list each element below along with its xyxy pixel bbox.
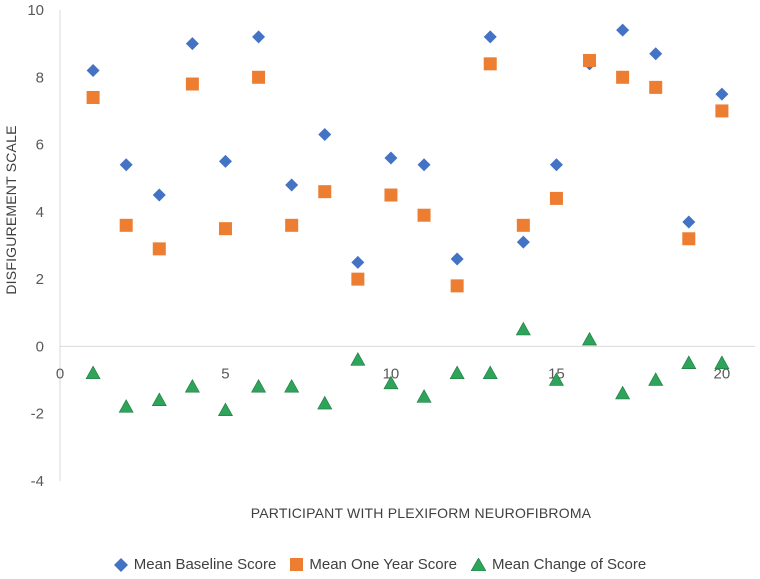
change-score-point: [449, 365, 465, 380]
change-score-point: [648, 372, 664, 386]
chart-legend: Mean Baseline Score Mean One Year Score …: [0, 556, 760, 573]
y-axis-title: DISFIGUREMENT SCALE: [3, 125, 19, 294]
one-year-score-point: [384, 188, 398, 202]
baseline-score-point: [86, 64, 100, 78]
legend-label-one-year: Mean One Year Score: [309, 556, 457, 573]
diamond-marker-icon: [113, 557, 128, 572]
change-score-point: [416, 389, 432, 403]
one-year-score-point: [549, 191, 563, 205]
y-tick-label: 10: [27, 2, 44, 19]
legend-item-baseline: Mean Baseline Score: [113, 556, 277, 573]
baseline-score-point: [682, 215, 696, 229]
y-tick-label: 4: [36, 204, 44, 221]
one-year-score-point: [516, 218, 530, 232]
baseline-score-point: [318, 127, 332, 141]
baseline-score-point: [384, 151, 398, 165]
x-tick-label: 10: [383, 365, 400, 382]
change-score-point: [118, 399, 134, 413]
change-score-point: [383, 375, 399, 390]
baseline-score-point: [450, 252, 464, 266]
one-year-score-point: [318, 185, 332, 199]
y-tick-label: 6: [36, 137, 44, 154]
y-tick-label: -2: [31, 406, 44, 423]
legend-label-baseline: Mean Baseline Score: [133, 556, 277, 573]
one-year-score-point: [417, 208, 431, 222]
baseline-score-point: [483, 30, 497, 44]
y-tick-label: 0: [36, 338, 44, 355]
change-score-point: [681, 355, 697, 369]
x-tick-label: 0: [56, 365, 64, 382]
one-year-score-point: [218, 222, 232, 236]
legend-item-one-year: Mean One Year Score: [290, 556, 457, 573]
change-score-point: [251, 378, 267, 393]
change-score-point: [317, 395, 333, 410]
one-year-score-point: [682, 232, 696, 246]
baseline-score-point: [185, 37, 199, 51]
one-year-score-point: [252, 70, 266, 84]
legend-item-change: Mean Change of Score: [470, 556, 647, 573]
one-year-score-point: [351, 272, 365, 286]
one-year-score-point: [152, 242, 166, 256]
change-score-point: [151, 392, 167, 406]
one-year-score-point: [649, 80, 663, 94]
change-score-point: [350, 352, 366, 366]
one-year-score-point: [450, 279, 464, 293]
baseline-score-point: [119, 158, 133, 172]
baseline-score-point: [351, 255, 365, 269]
one-year-score-point: [483, 57, 497, 71]
change-score-point: [184, 378, 200, 393]
square-marker-icon: [290, 558, 304, 571]
baseline-score-point: [152, 188, 166, 202]
triangle-marker-icon: [470, 558, 486, 571]
change-score-point: [582, 331, 598, 346]
baseline-score-point: [516, 235, 530, 249]
baseline-score-point: [649, 47, 663, 61]
one-year-score-point: [185, 77, 199, 91]
one-year-score-point: [86, 90, 100, 104]
x-tick-label: 20: [714, 365, 731, 382]
baseline-score-point: [218, 154, 232, 168]
y-tick-label: -4: [31, 473, 44, 490]
change-score-point: [217, 402, 233, 417]
change-score-point: [615, 385, 631, 400]
change-score-point: [548, 372, 564, 386]
baseline-score-point: [285, 178, 299, 192]
baseline-score-point: [549, 158, 563, 172]
legend-label-change: Mean Change of Score: [491, 556, 647, 573]
change-score-point: [284, 378, 300, 393]
change-score-point: [515, 321, 531, 336]
x-axis-title: PARTICIPANT WITH PLEXIFORM NEUROFIBROMA: [251, 505, 592, 521]
baseline-score-point: [715, 87, 729, 101]
baseline-score-point: [252, 30, 266, 44]
baseline-score-point: [616, 23, 630, 37]
y-tick-label: 2: [36, 271, 44, 288]
one-year-score-point: [616, 70, 630, 84]
change-score-point: [482, 365, 498, 380]
baseline-score-point: [417, 158, 431, 172]
y-tick-label: 8: [36, 69, 44, 86]
change-score-point: [714, 355, 730, 369]
x-tick-label: 5: [221, 365, 229, 382]
one-year-score-point: [119, 218, 133, 232]
one-year-score-point: [583, 53, 597, 67]
change-score-point: [85, 365, 101, 380]
one-year-score-point: [285, 218, 299, 232]
one-year-score-point: [715, 104, 729, 118]
